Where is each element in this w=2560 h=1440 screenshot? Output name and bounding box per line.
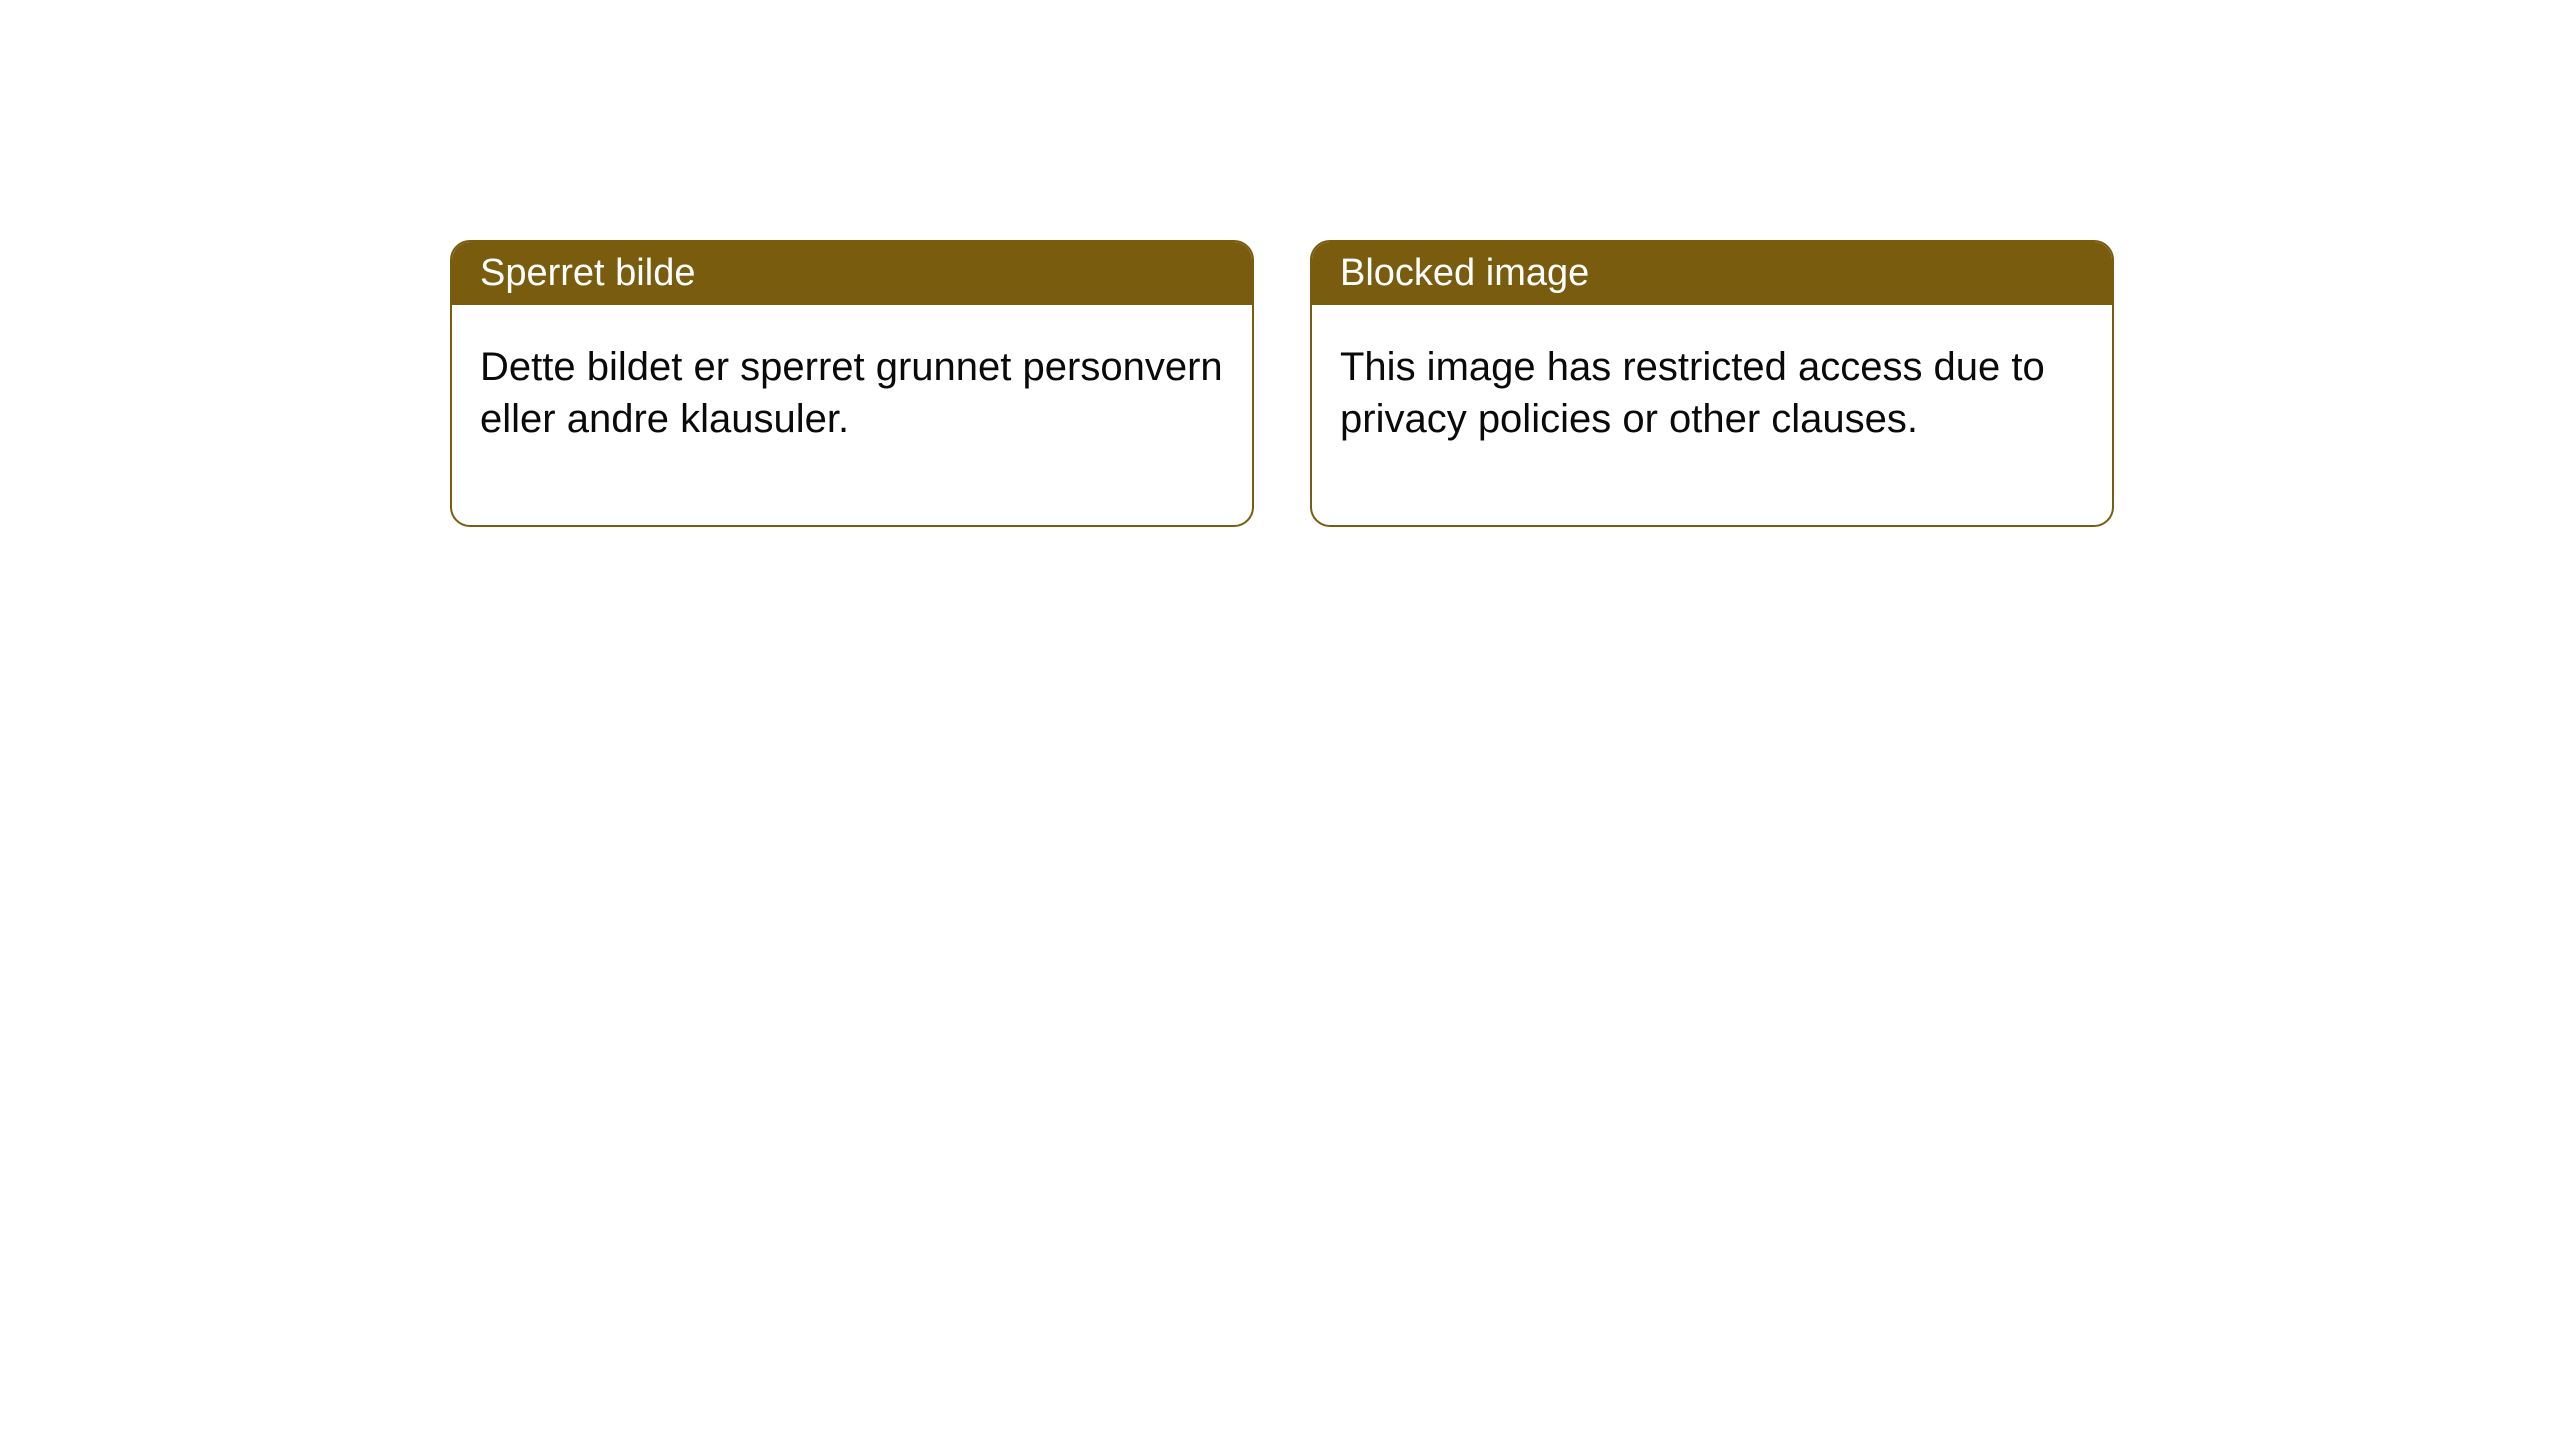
notice-container: Sperret bilde Dette bildet er sperret gr… <box>450 240 2114 527</box>
card-header-no: Sperret bilde <box>452 242 1252 305</box>
blocked-image-card-en: Blocked image This image has restricted … <box>1310 240 2114 527</box>
card-body-text-en: This image has restricted access due to … <box>1340 345 2045 441</box>
card-body-no: Dette bildet er sperret grunnet personve… <box>452 305 1252 525</box>
card-title-en: Blocked image <box>1340 252 1589 294</box>
card-header-en: Blocked image <box>1312 242 2112 305</box>
card-body-en: This image has restricted access due to … <box>1312 305 2112 525</box>
blocked-image-card-no: Sperret bilde Dette bildet er sperret gr… <box>450 240 1254 527</box>
card-body-text-no: Dette bildet er sperret grunnet personve… <box>480 345 1223 441</box>
card-title-no: Sperret bilde <box>480 252 695 294</box>
